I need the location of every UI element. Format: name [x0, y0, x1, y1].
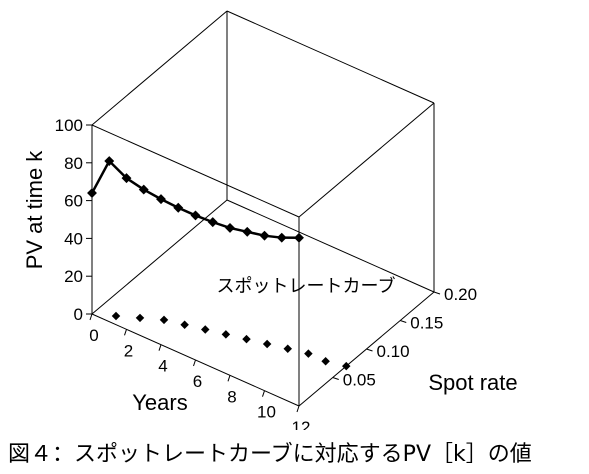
z-tick-label: 40: [64, 229, 83, 248]
z-tick-label: 80: [64, 154, 83, 173]
z-axis-title: PV at time k: [22, 150, 47, 270]
x-tick-label: 0: [89, 326, 98, 345]
spot-rate-point: [159, 315, 169, 325]
z-tick-label: 20: [64, 267, 83, 286]
bounding-box: [91, 10, 435, 407]
pv-point: [276, 232, 287, 243]
x-tick-mark: [89, 313, 93, 321]
box-edge: [91, 199, 228, 315]
x-tick-mark: [124, 329, 127, 336]
y-tick-label: 0.15: [410, 314, 443, 333]
pv-point: [190, 210, 201, 221]
box-edge: [91, 124, 300, 218]
x-tick-label: 2: [124, 341, 133, 360]
x-tick-label: 10: [257, 403, 276, 422]
pv-point: [207, 217, 218, 228]
y-tick-mark: [366, 348, 373, 352]
spot-rate-point: [262, 339, 272, 349]
spot-rate-point: [304, 349, 313, 358]
z-tick-label: 60: [64, 192, 83, 211]
x-tick-mark: [193, 359, 196, 367]
spot-rate-point: [242, 334, 251, 344]
pv-point: [259, 230, 270, 241]
x-tick-mark: [296, 405, 300, 413]
z-tick-label: 0: [74, 305, 83, 324]
spot-rate-point: [321, 357, 330, 366]
pv-point: [87, 188, 97, 198]
spot-rate-points: [111, 311, 351, 371]
x-tick-mark: [158, 344, 162, 351]
box-edge: [226, 199, 435, 293]
pv-point: [156, 194, 166, 205]
box-edge: [91, 10, 228, 126]
y-axis-ticks: 0.050.100.150.20: [332, 285, 477, 390]
spot-rate-curve-annotation: スポットレートカーブ: [217, 275, 396, 297]
y-tick-mark: [332, 377, 339, 380]
pv-point: [294, 232, 304, 243]
x-axis-title: Years: [132, 390, 187, 415]
pv-point: [242, 226, 253, 237]
z-tick-label: 100: [55, 116, 83, 135]
spot-rate-point: [342, 361, 351, 371]
spot-rate-point: [135, 313, 145, 323]
x-axis-ticks: 0 2 4 6 8 10 12: [89, 313, 311, 430]
box-edge: [226, 10, 435, 104]
box-edge: [298, 102, 435, 218]
y-tick-label: 0.10: [377, 342, 410, 361]
pv-point: [121, 173, 132, 184]
pv-point: [138, 184, 149, 195]
pv-series: [87, 156, 304, 243]
y-tick-label: 0.05: [343, 371, 376, 390]
x-tick-mark: [227, 375, 231, 382]
y-tick-label: 0.20: [444, 285, 477, 304]
x-tick-label: 6: [193, 372, 202, 391]
y-axis-title: Spot rate: [428, 370, 517, 395]
x-tick-label: 4: [158, 357, 167, 376]
y-tick-mark: [433, 291, 441, 295]
y-tick-mark: [400, 320, 407, 323]
spot-rate-point: [180, 320, 189, 329]
z-axis-ticks: 0 20 40 60 80 100: [55, 116, 92, 324]
x-tick-mark: [262, 390, 265, 397]
pv-point: [225, 222, 235, 233]
spot-rate-point: [111, 311, 121, 321]
pv-point: [173, 202, 184, 213]
spot-rate-point: [221, 330, 231, 339]
figure-caption: 図４：スポットレートカーブに対応するPV［k］の値: [8, 442, 532, 467]
x-tick-label: 8: [227, 387, 236, 406]
spot-rate-point: [283, 344, 292, 354]
pv-point: [104, 156, 115, 166]
x-tick-label: 12: [292, 418, 311, 430]
spot-rate-point: [201, 325, 210, 334]
